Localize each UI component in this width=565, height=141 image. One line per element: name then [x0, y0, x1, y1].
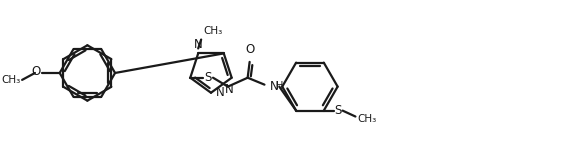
Text: O: O — [245, 43, 254, 56]
Text: CH₃: CH₃ — [2, 75, 21, 85]
Text: S: S — [334, 104, 341, 117]
Text: H: H — [276, 81, 284, 91]
Text: O: O — [32, 65, 41, 79]
Text: N: N — [270, 80, 278, 93]
Text: N: N — [216, 86, 225, 99]
Text: CH₃: CH₃ — [358, 114, 377, 124]
Text: N: N — [225, 83, 234, 96]
Text: S: S — [205, 71, 212, 84]
Text: N: N — [194, 38, 203, 51]
Text: CH₃: CH₃ — [203, 26, 223, 36]
